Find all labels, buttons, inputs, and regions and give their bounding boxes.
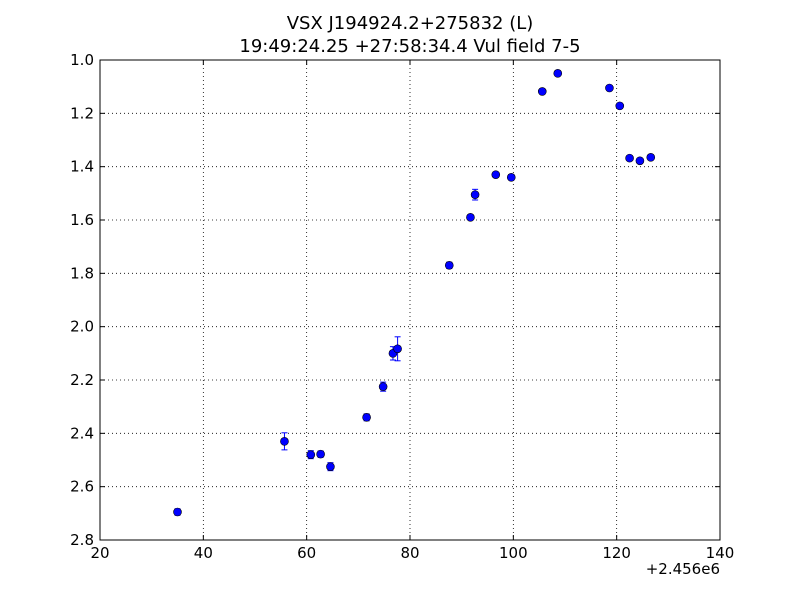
data-point — [646, 153, 656, 162]
data-point — [466, 213, 475, 222]
x-axis-offset-label: +2.456e6 — [646, 560, 720, 578]
data-point — [393, 344, 402, 354]
y-tick-label: 2.0 — [70, 318, 94, 336]
y-tick-label: 2.4 — [70, 424, 94, 442]
x-tick-label: 80 — [400, 544, 419, 562]
data-point — [326, 462, 335, 471]
data-point — [280, 437, 289, 446]
data-point — [173, 507, 182, 517]
x-tick-label: 100 — [499, 544, 528, 562]
data-point — [553, 69, 563, 78]
data-point — [537, 87, 547, 96]
data-point — [506, 173, 516, 182]
y-tick-label: 1.0 — [70, 51, 94, 69]
data-point — [635, 156, 645, 166]
data-point — [378, 382, 388, 391]
y-tick-label: 1.2 — [70, 104, 94, 122]
y-tick-label: 1.4 — [70, 158, 94, 176]
y-tick-label: 1.8 — [70, 264, 94, 282]
y-tick-label: 1.6 — [70, 211, 94, 229]
data-point — [605, 83, 614, 93]
x-tick-label: 60 — [297, 544, 316, 562]
data-point — [491, 170, 501, 179]
data-point — [615, 101, 625, 111]
x-tick-label: 20 — [90, 544, 109, 562]
axis-ticks: 20 40 60 80 100 120 140 1.0 1.2 1.4 1.6 1.8 2.0 2.2 2.… — [70, 51, 734, 562]
data-point — [316, 449, 325, 459]
data-point — [362, 413, 371, 422]
y-tick-label: 2.6 — [70, 478, 94, 496]
data-point — [444, 261, 454, 270]
chart-title: VSX J194924.2+275832 (L) — [287, 13, 534, 34]
x-tick-label: 120 — [602, 544, 631, 562]
data-point — [470, 190, 480, 199]
x-tick-label: 140 — [706, 544, 735, 562]
data-point — [625, 153, 634, 163]
data-point — [306, 450, 316, 459]
data-points — [173, 69, 656, 517]
chart-subtitle: 19:49:24.25 +27:58:34.4 Vul field 7-5 — [239, 36, 580, 57]
y-tick-label: 2.2 — [70, 371, 94, 389]
x-tick-label: 40 — [194, 544, 213, 562]
y-tick-label: 2.8 — [70, 531, 94, 549]
grid — [100, 60, 720, 540]
